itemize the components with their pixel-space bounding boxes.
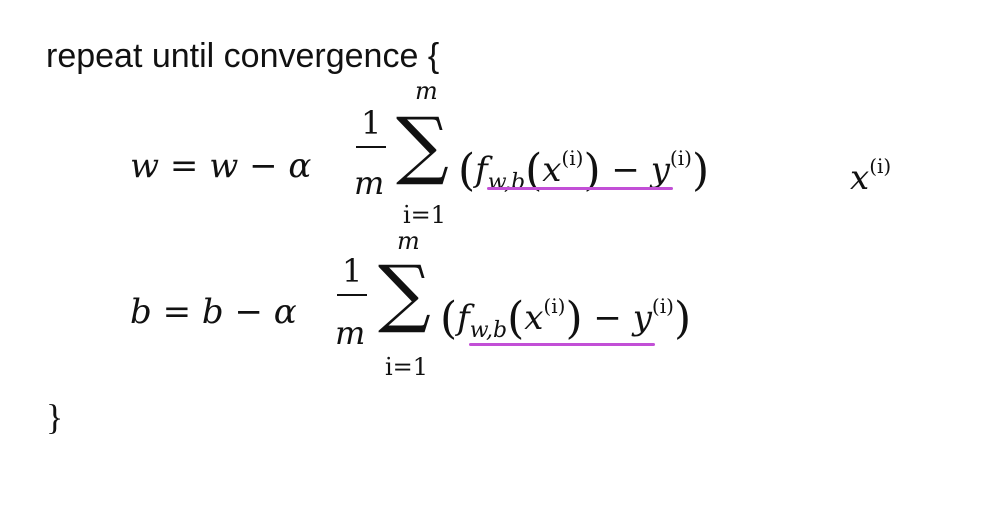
equation-w-close-paren: ) xyxy=(691,145,710,196)
equation-w-inner-open-paren: ( xyxy=(525,145,543,196)
open-brace: { xyxy=(427,37,440,75)
equation-w-sigma-symbol: ∑ xyxy=(396,102,449,188)
equation-w-inner-close-paren: ) xyxy=(583,145,601,196)
equation-b-summand: (fw,b(x(i)) − y(i)) xyxy=(440,286,691,351)
equation-b-frac-denominator: m xyxy=(335,314,366,352)
equation-b-frac-numerator: 1 xyxy=(342,252,363,290)
equation-w-sum-upper: m xyxy=(415,77,438,105)
equation-b-lhs: b = b − α xyxy=(130,292,297,332)
equation-b-close-paren: ) xyxy=(673,293,692,344)
equation-w-trailing-x: x(i) xyxy=(850,146,891,198)
equation-b-open-paren: ( xyxy=(440,293,458,344)
equation-b-f: f xyxy=(457,298,470,338)
equation-w-sum-lower: i=1 xyxy=(403,201,447,229)
equation-b-x: x xyxy=(524,298,544,338)
equation-w-highlight-underline xyxy=(487,187,673,190)
equation-b-sum-upper: m xyxy=(397,227,420,255)
close-brace: } xyxy=(46,397,64,437)
equation-w-trailing-x-symbol: x xyxy=(850,158,870,198)
equation-w-f-subscript: w,b xyxy=(487,170,526,195)
equation-b-frac-bar xyxy=(337,294,367,296)
equation-w-frac-denominator: m xyxy=(354,164,385,202)
equation-w-trailing-x-superscript: (i) xyxy=(869,154,892,178)
equation-b-f-subscript: w,b xyxy=(469,318,508,343)
heading-text: repeat until convergence xyxy=(46,37,419,75)
equation-b-inner-close-paren: ) xyxy=(565,293,583,344)
equation-b-highlight-underline xyxy=(469,343,655,346)
equation-b-inner-open-paren: ( xyxy=(507,293,525,344)
equation-w-frac-bar xyxy=(356,146,386,148)
equation-w-x: x xyxy=(542,150,562,190)
equation-w-summand: (fw,b(x(i)) − y(i)) xyxy=(458,138,709,203)
equation-b-x-superscript: (i) xyxy=(543,294,566,318)
heading-line: repeat until convergence { xyxy=(46,36,439,76)
equation-w-f: f xyxy=(475,150,488,190)
equation-b-sum-lower: i=1 xyxy=(385,353,429,381)
equation-w-y-superscript: (i) xyxy=(669,146,692,170)
equation-w-x-superscript: (i) xyxy=(561,146,584,170)
equation-b-sigma-symbol: ∑ xyxy=(378,250,431,336)
equation-b-minus-y: − y xyxy=(582,298,652,338)
equation-w-frac-numerator: 1 xyxy=(361,104,382,142)
equation-w-lhs: w = w − α xyxy=(130,146,312,186)
equation-b-y-superscript: (i) xyxy=(651,294,674,318)
equation-w-open-paren: ( xyxy=(458,145,476,196)
equation-w-minus-y: − y xyxy=(600,150,670,190)
